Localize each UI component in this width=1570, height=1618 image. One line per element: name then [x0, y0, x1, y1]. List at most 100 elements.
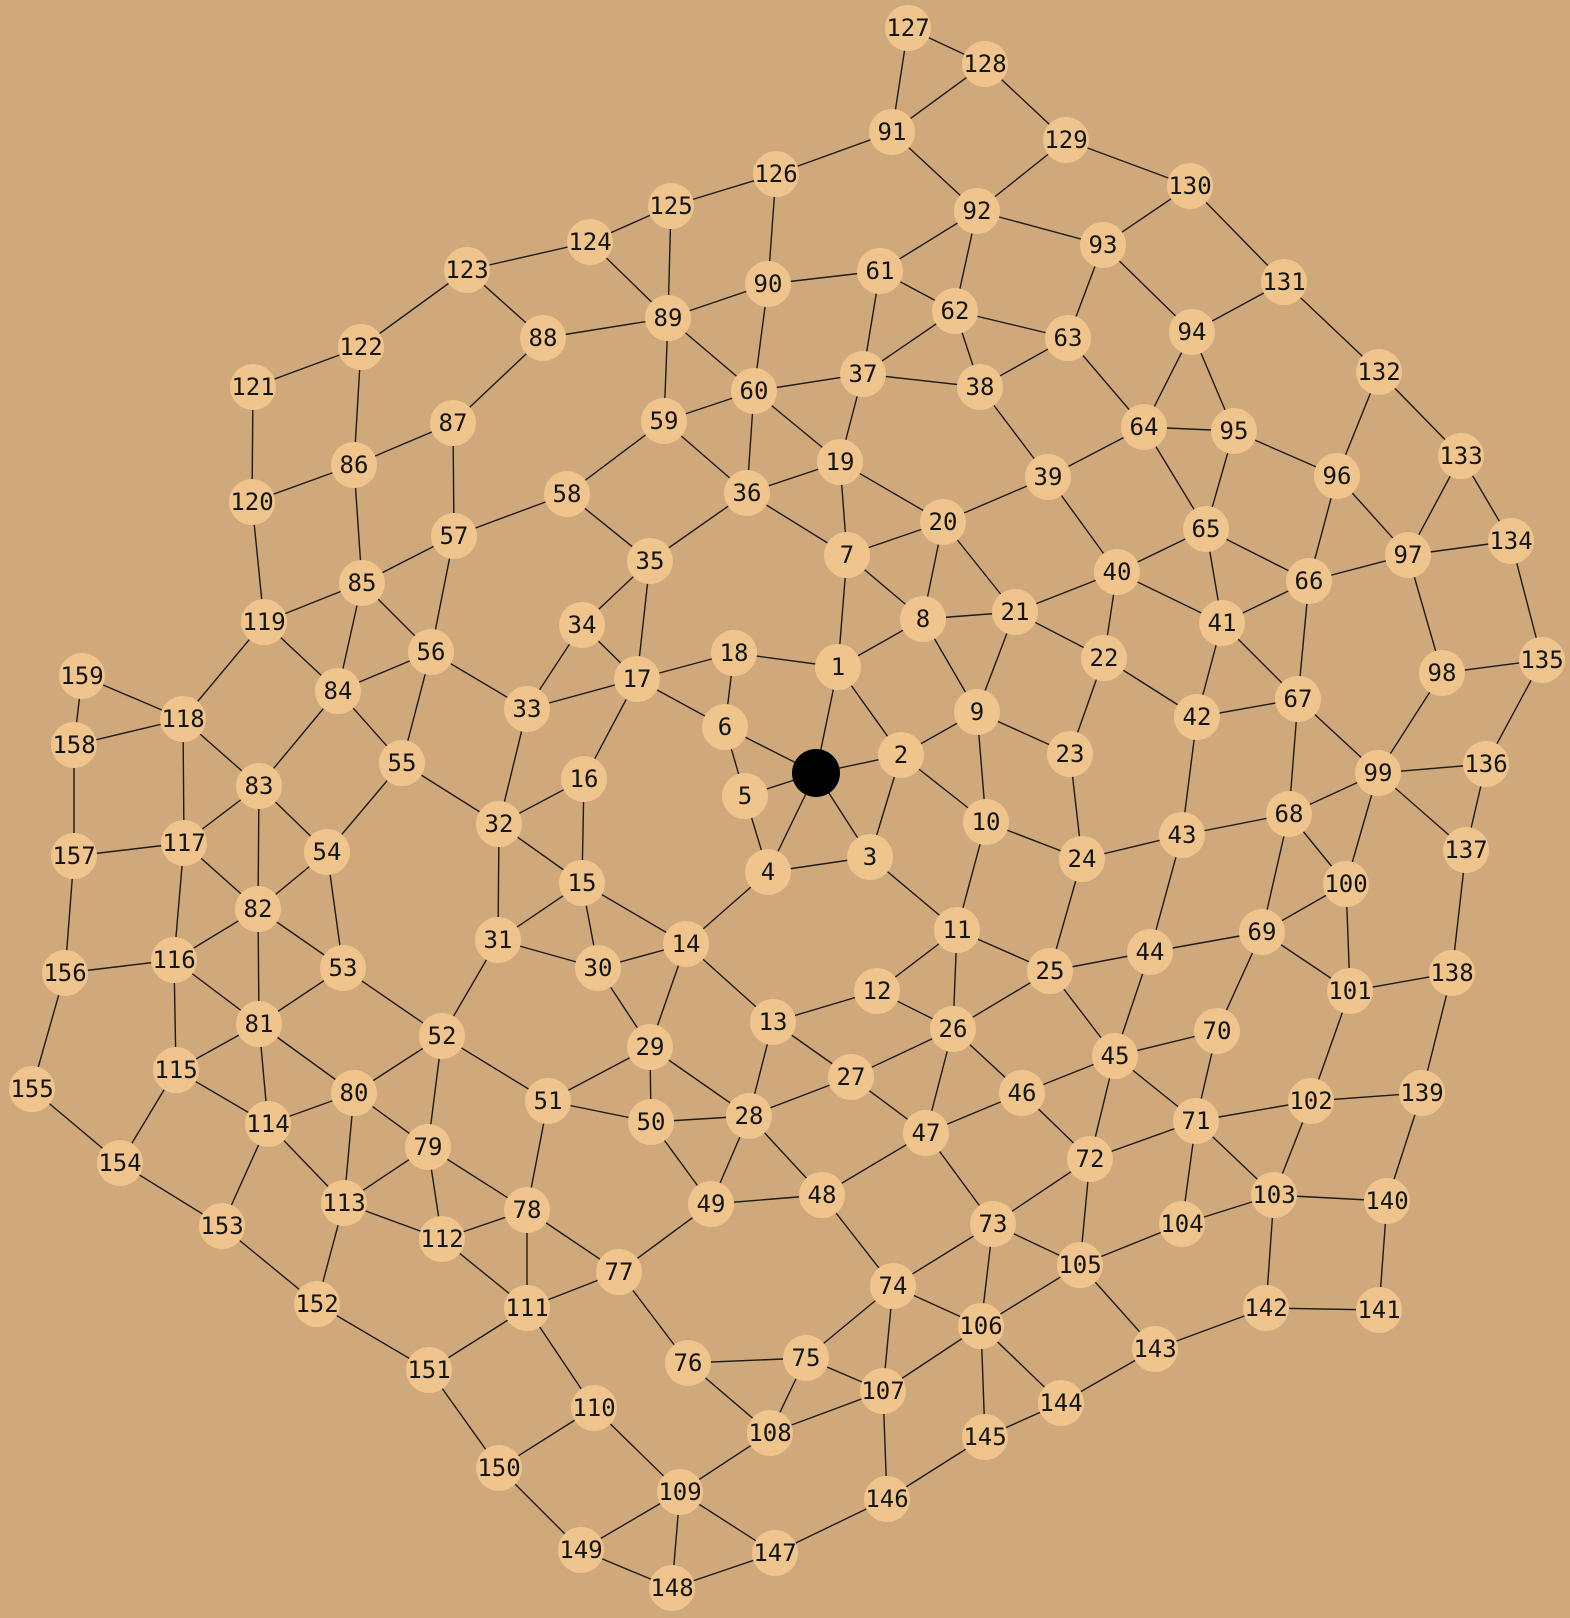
node-108[interactable]: 108 — [747, 1410, 793, 1456]
node-disc[interactable] — [954, 689, 1000, 735]
node-disc[interactable] — [1067, 1136, 1113, 1182]
node-disc[interactable] — [1419, 650, 1465, 696]
node-22[interactable]: 22 — [1081, 635, 1127, 681]
node-disc[interactable] — [559, 602, 605, 648]
node-158[interactable]: 158 — [51, 722, 97, 768]
node-disc[interactable] — [1043, 117, 1089, 163]
node-59[interactable]: 59 — [641, 398, 687, 444]
node-106[interactable]: 106 — [958, 1303, 1004, 1349]
node-disc[interactable] — [627, 538, 673, 584]
node-disc[interactable] — [999, 1070, 1045, 1116]
node-disc[interactable] — [970, 1201, 1016, 1247]
node-disc[interactable] — [962, 1414, 1008, 1460]
node-disc[interactable] — [1251, 1172, 1297, 1218]
node-disc[interactable] — [321, 1180, 367, 1226]
node-88[interactable]: 88 — [520, 315, 566, 361]
node-disc[interactable] — [1045, 315, 1091, 361]
node-2[interactable]: 2 — [878, 732, 924, 778]
node-78[interactable]: 78 — [504, 1187, 550, 1233]
node-51[interactable]: 51 — [525, 1078, 571, 1124]
node-disc[interactable] — [1047, 731, 1093, 777]
node-62[interactable]: 62 — [932, 288, 978, 334]
node-122[interactable]: 122 — [338, 324, 384, 370]
node-19[interactable]: 19 — [817, 439, 863, 485]
node-disc[interactable] — [930, 1006, 976, 1052]
node-disc[interactable] — [1194, 1008, 1240, 1054]
node-103[interactable]: 103 — [1251, 1172, 1297, 1218]
node-86[interactable]: 86 — [331, 442, 377, 488]
node-112[interactable]: 112 — [419, 1216, 465, 1262]
node-disc[interactable] — [444, 247, 490, 293]
node-disc[interactable] — [900, 596, 946, 642]
node-13[interactable]: 13 — [750, 999, 796, 1045]
node-disc[interactable] — [430, 400, 476, 446]
node-disc[interactable] — [1356, 1287, 1402, 1333]
node-129[interactable]: 129 — [1043, 117, 1089, 163]
node-disc[interactable] — [627, 1024, 673, 1070]
node-69[interactable]: 69 — [1239, 909, 1285, 955]
node-104[interactable]: 104 — [1159, 1201, 1205, 1247]
node-disc[interactable] — [1081, 635, 1127, 681]
node-disc[interactable] — [724, 470, 770, 516]
node-142[interactable]: 142 — [1243, 1285, 1289, 1331]
node-disc[interactable] — [799, 1172, 845, 1218]
node-65[interactable]: 65 — [1183, 506, 1229, 552]
node-93[interactable]: 93 — [1080, 222, 1126, 268]
node-6[interactable]: 6 — [702, 704, 748, 750]
node-disc[interactable] — [1488, 518, 1534, 564]
node-disc[interactable] — [567, 219, 613, 265]
node-131[interactable]: 131 — [1261, 259, 1307, 305]
node-disc[interactable] — [559, 860, 605, 906]
node-111[interactable]: 111 — [504, 1285, 550, 1331]
node-disc[interactable] — [641, 398, 687, 444]
node-disc[interactable] — [992, 589, 1038, 635]
node-disc[interactable] — [688, 1181, 734, 1227]
node-133[interactable]: 133 — [1438, 433, 1484, 479]
node-disc[interactable] — [1239, 909, 1285, 955]
node-102[interactable]: 102 — [1288, 1078, 1334, 1124]
node-disc[interactable] — [1243, 1285, 1289, 1331]
node-disc[interactable] — [405, 1124, 451, 1170]
node-94[interactable]: 94 — [1169, 309, 1215, 355]
node-56[interactable]: 56 — [408, 629, 454, 675]
node-disc[interactable] — [747, 1410, 793, 1456]
node-118[interactable]: 118 — [160, 696, 206, 742]
node-32[interactable]: 32 — [476, 801, 522, 847]
node-9[interactable]: 9 — [954, 689, 1000, 735]
node-87[interactable]: 87 — [430, 400, 476, 446]
node-disc[interactable] — [722, 773, 768, 819]
node-17[interactable]: 17 — [614, 656, 660, 702]
node-10[interactable]: 10 — [963, 799, 1009, 845]
node-139[interactable]: 139 — [1399, 1070, 1445, 1116]
node-disc[interactable] — [745, 261, 791, 307]
node-disc[interactable] — [1286, 558, 1332, 604]
node-24[interactable]: 24 — [1059, 836, 1105, 882]
node-disc[interactable] — [525, 1078, 571, 1124]
node-disc[interactable] — [752, 1530, 798, 1576]
node-disc[interactable] — [1327, 968, 1373, 1014]
node-84[interactable]: 84 — [315, 668, 361, 714]
node-disc[interactable] — [151, 937, 197, 983]
node-45[interactable]: 45 — [1092, 1033, 1138, 1079]
node-68[interactable]: 68 — [1266, 791, 1312, 837]
node-disc[interactable] — [1463, 741, 1509, 787]
node-disc[interactable] — [320, 945, 366, 991]
node-79[interactable]: 79 — [405, 1124, 451, 1170]
node-disc[interactable] — [1132, 1326, 1178, 1372]
node-disc[interactable] — [815, 644, 861, 690]
node-151[interactable]: 151 — [406, 1347, 452, 1393]
node-disc[interactable] — [1121, 404, 1167, 450]
node-disc[interactable] — [339, 560, 385, 606]
node-disc[interactable] — [315, 668, 361, 714]
node-138[interactable]: 138 — [1429, 950, 1475, 996]
node-157[interactable]: 157 — [51, 833, 97, 879]
node-disc[interactable] — [596, 1249, 642, 1295]
node-153[interactable]: 153 — [199, 1203, 245, 1249]
node-132[interactable]: 132 — [1356, 349, 1402, 395]
node-disc[interactable] — [304, 829, 350, 875]
node-1[interactable]: 1 — [815, 644, 861, 690]
node-disc[interactable] — [663, 921, 709, 967]
node-disc[interactable] — [294, 1281, 340, 1327]
node-48[interactable]: 48 — [799, 1172, 845, 1218]
node-29[interactable]: 29 — [627, 1024, 673, 1070]
